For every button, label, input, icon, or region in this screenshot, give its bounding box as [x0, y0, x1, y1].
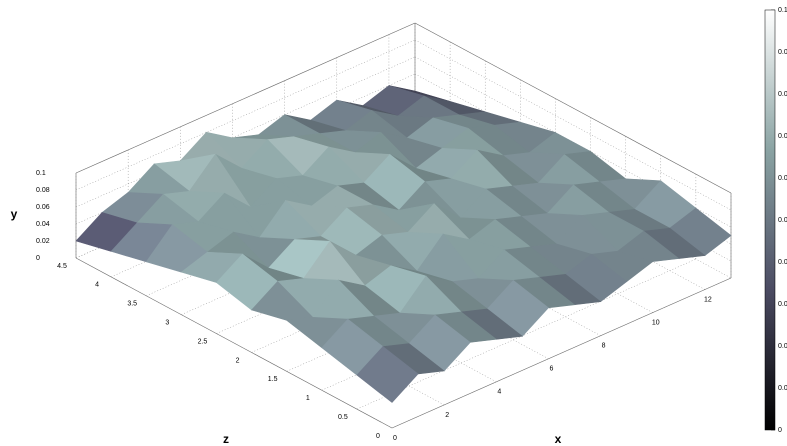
colorbar-tick-label: 0.1: [778, 7, 787, 14]
z-tick-label: 1.5: [268, 376, 278, 383]
colorbar-tick-label: 0.01: [778, 385, 787, 392]
z-tick-label: 4: [95, 282, 99, 289]
surface: [75, 85, 732, 403]
surface-patch: [356, 346, 419, 403]
y-tick-label: 0.04: [36, 221, 50, 228]
x-tick-label: 2: [445, 412, 449, 419]
z-tick-label: 2.5: [198, 338, 208, 345]
z-tick-label: 0.5: [338, 414, 348, 421]
y-tick-label: 0.1: [36, 170, 46, 177]
x-tick-label: 4: [497, 389, 501, 396]
x-tick-label: 10: [652, 319, 660, 326]
axis-edge: [75, 22, 416, 174]
colorbar-tick-label: 0: [778, 427, 782, 434]
colorbar-tick-label: 0.05: [778, 217, 787, 224]
y-tick-label: 0.02: [36, 238, 50, 245]
y-axis-label: y: [11, 207, 18, 221]
colorbar-tick-label: 0.04: [778, 259, 787, 266]
z-tick-label: 0: [376, 433, 380, 440]
z-tick-label: 2: [236, 357, 240, 364]
colorbar-tick-label: 0.03: [778, 301, 787, 308]
z-tick-label: 3.5: [127, 301, 137, 308]
axis-edge: [75, 257, 393, 429]
colorbar-tick-label: 0.09: [778, 49, 787, 56]
y-tick-label: 0.08: [36, 187, 50, 194]
x-tick-label: 12: [704, 296, 712, 303]
x-tick-label: 0: [393, 435, 397, 442]
z-tick-label: 1: [306, 395, 310, 402]
colorbar-tick-label: 0.08: [778, 91, 787, 98]
y-tick-label: 0.06: [36, 204, 50, 211]
y-tick-label: 0: [36, 255, 40, 262]
axis-edge: [391, 277, 732, 429]
colorbar-tick-label: 0.06: [778, 175, 787, 182]
colorbar-tick-label: 0.02: [778, 343, 787, 350]
z-axis-label: z: [223, 432, 229, 446]
z-tick-label: 4.5: [57, 263, 67, 270]
x-axis-label: x: [555, 432, 562, 446]
x-tick-label: 8: [602, 343, 606, 350]
z-tick-label: 3: [165, 320, 169, 327]
x-tick-label: 6: [550, 366, 554, 373]
axis-edge: [414, 22, 732, 194]
colorbar-tick-label: 0.07: [778, 133, 787, 140]
colorbar: [764, 9, 776, 431]
